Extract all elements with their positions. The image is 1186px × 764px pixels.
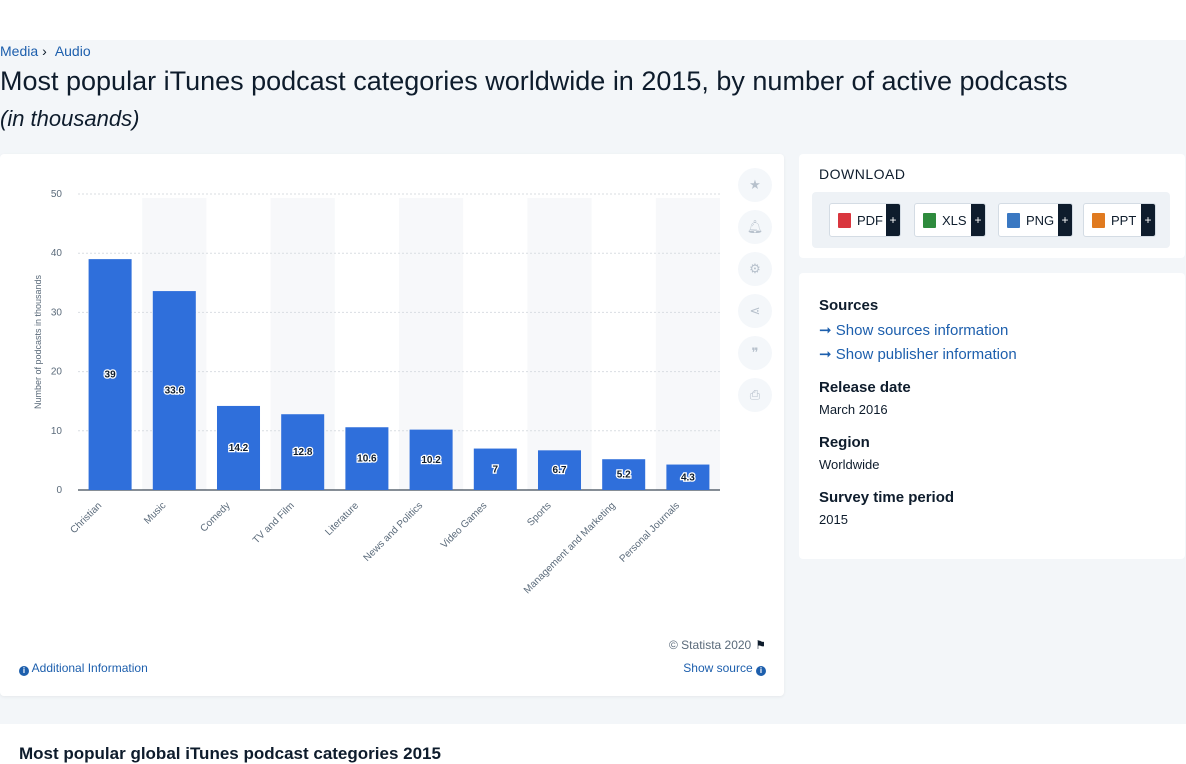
data-label: 10.2 [421, 455, 441, 466]
download-png-label: PNG [1026, 212, 1055, 228]
data-label: 4.3 [681, 472, 695, 483]
bar [666, 464, 710, 490]
y-axis-title: Number of podcasts in thousands [33, 274, 43, 409]
data-label: 7 [493, 464, 499, 475]
bar [537, 450, 582, 490]
chart-tools: ★ 🔔︎ ⚙ ⋖ ❞ ⎙ [738, 168, 772, 420]
y-tick-label: 20 [51, 367, 63, 378]
plus-icon[interactable]: + [886, 204, 900, 236]
release-date-label: Release date [819, 379, 911, 396]
plus-icon[interactable]: + [1058, 204, 1072, 236]
x-tick-label: Sports [525, 500, 553, 528]
data-label: 10.6 [357, 454, 377, 465]
info-icon: i [19, 666, 29, 676]
pdf-file-icon [838, 212, 851, 228]
page-title: Most popular iTunes podcast categories w… [0, 66, 1068, 96]
related-statistic-card: Most popular global iTunes podcast categ… [0, 724, 1186, 764]
data-label: 6.7 [553, 465, 567, 476]
bar [473, 448, 517, 490]
y-tick-label: 50 [51, 189, 63, 200]
x-tick-label: Video Games [439, 500, 489, 550]
breadcrumb-media[interactable]: Media [0, 43, 39, 59]
show-sources-link[interactable]: ➞ Show sources information [819, 321, 1008, 339]
png-file-icon [1007, 212, 1020, 228]
statistic-details: Sources ➞ Show sources information ➞ Sho… [799, 273, 1185, 559]
release-date-value: March 2016 [819, 402, 888, 417]
download-pdf-button[interactable]: PDF + [829, 203, 901, 237]
breadcrumb: Media › Audio [0, 43, 91, 59]
y-tick-label: 10 [51, 426, 63, 437]
x-tick-label: Comedy [199, 500, 233, 534]
bar [152, 291, 196, 490]
ppt-file-icon [1092, 212, 1105, 228]
show-source-link[interactable]: Show source i [683, 661, 766, 676]
xls-file-icon [923, 212, 936, 228]
page-subtitle: (in thousands) [0, 106, 140, 131]
data-label: 12.8 [293, 447, 313, 458]
print-icon[interactable]: ⎙ [738, 378, 772, 412]
column-band [655, 198, 720, 490]
download-ppt-button[interactable]: PPT + [1083, 203, 1156, 237]
x-tick-label: Personal Journals [618, 500, 682, 564]
data-label: 5.2 [617, 470, 631, 481]
bar-chart: 0 10 20 30 40 50 Number of podcasts in thousan… [33, 189, 720, 596]
show-publisher-link[interactable]: ➞ Show publisher information [819, 345, 1017, 363]
cite-quote-icon[interactable]: ❞ [738, 336, 772, 370]
arrow-right-icon: ➞ [819, 346, 832, 363]
download-card: DOWNLOAD PDF + XLS + PNG + PPT + [799, 154, 1185, 258]
related-statistic-title[interactable]: Most popular global iTunes podcast categ… [19, 744, 441, 763]
sources-label: Sources [819, 297, 879, 314]
bar [88, 259, 132, 490]
region-label: Region [819, 434, 870, 451]
bar [345, 427, 389, 490]
bar [602, 459, 646, 490]
notification-bell-icon[interactable]: 🔔︎ [738, 210, 772, 244]
info-icon: i [756, 666, 766, 676]
download-xls-label: XLS [942, 212, 967, 228]
favorite-star-icon[interactable]: ★ [738, 168, 772, 202]
copyright-text: © Statista 2020 [669, 638, 752, 652]
column-band [527, 198, 592, 490]
x-tick-label: Literature [323, 500, 361, 538]
y-tick-label: 0 [56, 485, 62, 496]
additional-information-label: Additional Information [31, 661, 148, 675]
show-source-label: Show source [683, 661, 753, 675]
download-title: DOWNLOAD [819, 166, 906, 182]
survey-period-value: 2015 [819, 512, 848, 527]
y-tick-label: 40 [51, 248, 63, 259]
additional-information-link[interactable]: i Additional Information [19, 661, 148, 676]
breadcrumb-audio[interactable]: Audio [54, 43, 91, 59]
bar [216, 405, 261, 490]
bar [409, 429, 453, 490]
arrow-right-icon: ➞ [819, 322, 832, 339]
breadcrumb-separator: › [42, 43, 47, 59]
x-tick-label: Christian [69, 500, 105, 536]
download-xls-button[interactable]: XLS + [914, 203, 986, 237]
survey-period-label: Survey time period [819, 489, 955, 506]
download-pdf-label: PDF [857, 212, 883, 228]
bar [281, 414, 325, 490]
download-buttons: PDF + XLS + PNG + PPT + [812, 192, 1170, 248]
download-png-button[interactable]: PNG + [998, 203, 1073, 237]
copyright: © Statista 2020 ⚑ [669, 638, 766, 652]
plus-icon[interactable]: + [971, 204, 985, 236]
x-tick-label: News and Politics [362, 500, 426, 564]
share-icon[interactable]: ⋖ [738, 294, 772, 328]
chart-card: 0 10 20 30 40 50 Number of podcasts in thousan… [0, 154, 784, 696]
region-value: Worldwide [819, 457, 880, 472]
show-sources-label: Show sources information [835, 322, 1009, 339]
data-label: 39 [105, 370, 117, 381]
settings-gear-icon[interactable]: ⚙ [738, 252, 772, 286]
download-ppt-label: PPT [1111, 212, 1137, 228]
y-tick-label: 30 [51, 307, 63, 318]
report-flag-icon[interactable]: ⚑ [755, 638, 766, 652]
data-label: 33.6 [165, 386, 185, 397]
show-publisher-label: Show publisher information [835, 346, 1017, 363]
top-bar [0, 0, 1186, 40]
data-label: 14.2 [229, 443, 249, 454]
x-tick-label: TV and Film [251, 500, 297, 546]
plus-icon[interactable]: + [1141, 204, 1155, 236]
x-tick-label: Music [142, 500, 168, 526]
